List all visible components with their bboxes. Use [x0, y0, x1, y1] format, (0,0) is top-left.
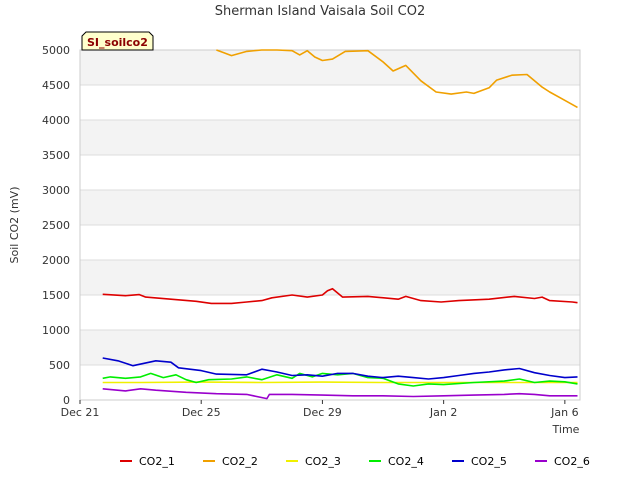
legend-label: CO2_1 [139, 455, 175, 468]
y-tick-label: 2500 [42, 219, 70, 232]
grid-lines [79, 49, 581, 401]
y-tick-label: 4500 [42, 79, 70, 92]
legend-label: CO2_4 [388, 455, 424, 468]
series-line-co2-4 [102, 372, 578, 387]
y-tick-label: 3500 [42, 149, 70, 162]
legend: CO2_1 CO2_2 CO2_3 CO2_4 CO2_5 CO2_6 [120, 455, 590, 468]
tag-box-frame [81, 31, 154, 51]
legend-label: CO2_6 [554, 455, 590, 468]
series-line-co2-6 [102, 388, 578, 400]
y-axis-label: Soil CO2 (mV) [8, 187, 21, 264]
x-tick-label: Dec 25 [182, 406, 221, 419]
x-axis-ticks: Dec 21 Dec 25 Dec 29 Jan 2 Jan 6 [61, 400, 579, 419]
y-tick-label: 0 [63, 394, 70, 407]
plot-band [80, 120, 580, 155]
y-tick-label: 1500 [42, 289, 70, 302]
x-tick-label: Dec 29 [303, 406, 342, 419]
plot-band [80, 330, 580, 365]
y-axis-ticks: 0 500 1000 1500 2000 2500 3000 3500 4000 4500 5000 [42, 44, 70, 407]
x-tick-label: Jan 2 [429, 406, 457, 419]
legend-label: CO2_2 [222, 455, 258, 468]
plot-border [79, 49, 581, 401]
series-layer [102, 49, 578, 400]
x-axis-label: Time [552, 423, 580, 436]
y-tick-label: 4000 [42, 114, 70, 127]
y-tick-label: 5000 [42, 44, 70, 57]
y-tick-label: 3000 [42, 184, 70, 197]
plot-band [80, 190, 580, 225]
series-line-co2-1 [102, 287, 578, 305]
y-tick-label: 1000 [42, 324, 70, 337]
x-tick-label: Jan 6 [550, 406, 578, 419]
tag-box: SI_soilco2 [81, 31, 154, 51]
x-tick-label: Dec 21 [61, 406, 100, 419]
y-tick-label: 2000 [42, 254, 70, 267]
series-line-co2-2 [216, 49, 578, 109]
y-tick-label: 500 [49, 359, 70, 372]
legend-label: CO2_5 [471, 455, 507, 468]
chart-title: Sherman Island Vaisala Soil CO2 [215, 4, 425, 19]
series-line-co2-5 [102, 357, 578, 380]
plot-band [80, 50, 580, 85]
legend-label: CO2_3 [305, 455, 341, 468]
tag-label: SI_soilco2 [87, 36, 148, 49]
